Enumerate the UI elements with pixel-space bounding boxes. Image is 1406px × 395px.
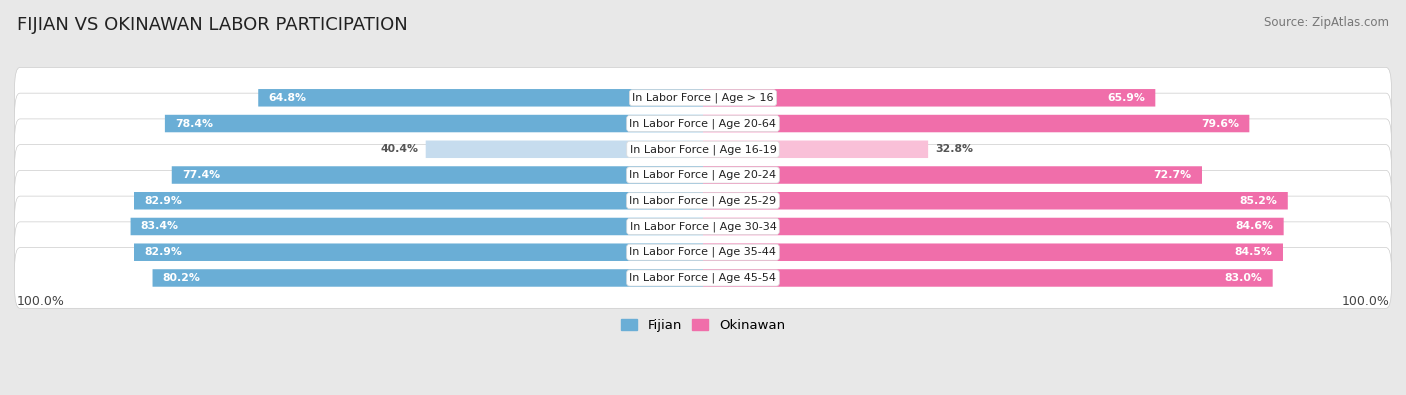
FancyBboxPatch shape [165,115,703,132]
Text: Source: ZipAtlas.com: Source: ZipAtlas.com [1264,16,1389,29]
FancyBboxPatch shape [172,166,703,184]
FancyBboxPatch shape [14,248,1392,308]
Text: 84.5%: 84.5% [1234,247,1272,257]
Text: 64.8%: 64.8% [269,93,307,103]
FancyBboxPatch shape [703,218,1284,235]
Text: 72.7%: 72.7% [1153,170,1192,180]
FancyBboxPatch shape [703,243,1284,261]
Text: FIJIAN VS OKINAWAN LABOR PARTICIPATION: FIJIAN VS OKINAWAN LABOR PARTICIPATION [17,16,408,34]
Text: In Labor Force | Age 25-29: In Labor Force | Age 25-29 [630,196,776,206]
Text: 32.8%: 32.8% [935,144,973,154]
FancyBboxPatch shape [14,68,1392,128]
FancyBboxPatch shape [426,141,703,158]
Text: 82.9%: 82.9% [145,247,183,257]
FancyBboxPatch shape [703,115,1250,132]
Text: 78.4%: 78.4% [176,118,214,128]
Text: 40.4%: 40.4% [381,144,419,154]
FancyBboxPatch shape [14,93,1392,154]
Text: 65.9%: 65.9% [1107,93,1144,103]
FancyBboxPatch shape [134,192,703,209]
FancyBboxPatch shape [703,269,1272,287]
Text: 83.4%: 83.4% [141,222,179,231]
FancyBboxPatch shape [703,166,1202,184]
Text: In Labor Force | Age > 16: In Labor Force | Age > 16 [633,92,773,103]
Text: 82.9%: 82.9% [145,196,183,206]
Text: In Labor Force | Age 20-24: In Labor Force | Age 20-24 [630,170,776,180]
FancyBboxPatch shape [152,269,703,287]
FancyBboxPatch shape [14,145,1392,205]
Text: In Labor Force | Age 35-44: In Labor Force | Age 35-44 [630,247,776,258]
Text: 80.2%: 80.2% [163,273,201,283]
Text: 100.0%: 100.0% [17,295,65,308]
Legend: Fijian, Okinawan: Fijian, Okinawan [616,313,790,337]
Text: 79.6%: 79.6% [1201,118,1239,128]
FancyBboxPatch shape [14,170,1392,231]
Text: In Labor Force | Age 45-54: In Labor Force | Age 45-54 [630,273,776,283]
FancyBboxPatch shape [703,89,1156,107]
FancyBboxPatch shape [14,196,1392,257]
FancyBboxPatch shape [14,222,1392,282]
Text: In Labor Force | Age 30-34: In Labor Force | Age 30-34 [630,221,776,232]
Text: In Labor Force | Age 20-64: In Labor Force | Age 20-64 [630,118,776,129]
Text: 84.6%: 84.6% [1236,222,1274,231]
FancyBboxPatch shape [131,218,703,235]
FancyBboxPatch shape [703,192,1288,209]
Text: 85.2%: 85.2% [1240,196,1278,206]
FancyBboxPatch shape [14,119,1392,180]
Text: 77.4%: 77.4% [181,170,221,180]
Text: In Labor Force | Age 16-19: In Labor Force | Age 16-19 [630,144,776,154]
FancyBboxPatch shape [703,141,928,158]
Text: 100.0%: 100.0% [1341,295,1389,308]
FancyBboxPatch shape [134,243,703,261]
Text: 83.0%: 83.0% [1225,273,1263,283]
FancyBboxPatch shape [259,89,703,107]
